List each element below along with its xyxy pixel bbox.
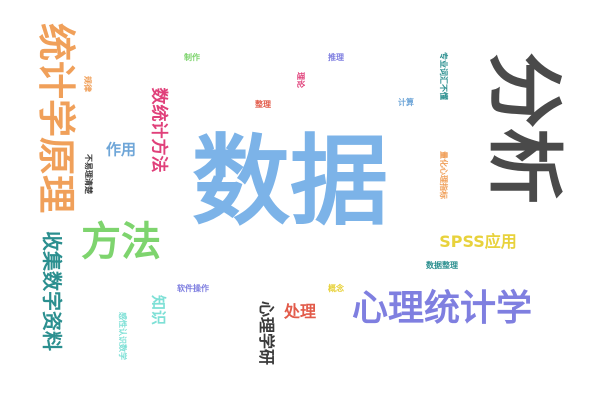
word-lilun: 理论 — [296, 72, 305, 88]
word-spss: SPSS应用 — [439, 232, 517, 251]
word-zhuanye: 专业词汇不懂 — [439, 52, 448, 100]
word-shuju: 数据 — [191, 125, 389, 239]
word-bulijie: 不易理清楚 — [84, 154, 93, 194]
word-gainian: 概念 — [328, 284, 344, 293]
word-zhishi: 知识 — [149, 294, 168, 326]
word-guilv: 规律 — [83, 76, 92, 92]
word-gansu: 感性认识数学 — [118, 312, 127, 360]
word-zuoyong: 作用 — [105, 140, 137, 159]
word-xinlitongji: 心理统计学 — [351, 288, 533, 329]
word-fangfa: 方法 — [81, 219, 161, 265]
word-tongjixue: 统计学原理 — [34, 22, 78, 214]
word-tuili: 推理 — [328, 53, 344, 62]
word-fenxi: 分析 — [480, 52, 569, 204]
word-liangli: 量化心理指标 — [439, 151, 448, 199]
word-zhengli: 整理 — [255, 100, 271, 109]
word-xinlixueyan: 心理学研 — [257, 300, 276, 366]
word-zhizuo: 制作 — [184, 53, 200, 62]
word-jisuan: 计算 — [398, 98, 414, 107]
word-ruanjian: 软件操作 — [177, 284, 209, 293]
word-chuli: 处理 — [283, 302, 317, 321]
word-shujuchuli: 数据整理 — [426, 261, 458, 270]
word-shutongji: 数统计方法 — [148, 87, 169, 173]
word-shouji: 收集数字资料 — [40, 231, 64, 351]
